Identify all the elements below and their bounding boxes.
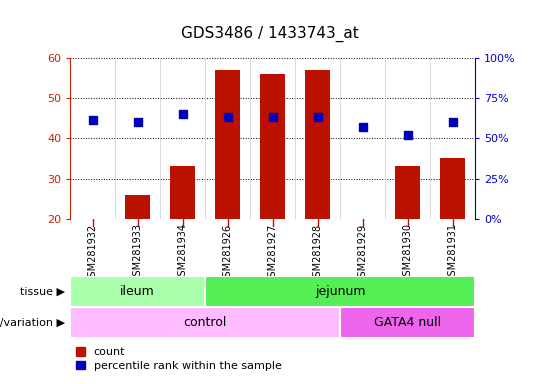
Text: control: control [184,316,227,329]
Point [224,114,232,120]
Point [359,124,367,130]
Point [89,118,97,124]
Legend: count, percentile rank within the sample: count, percentile rank within the sample [76,347,281,371]
Bar [440,158,465,219]
Bar [70,276,205,307]
Text: GSM281934: GSM281934 [178,223,188,283]
Bar [305,70,330,219]
Bar [205,276,475,307]
Bar [260,74,285,219]
Text: GSM281926: GSM281926 [222,223,233,283]
Text: GSM281930: GSM281930 [403,223,413,283]
Text: GATA4 null: GATA4 null [374,316,441,329]
Bar [340,307,475,338]
Point [268,114,277,120]
Bar [70,307,340,338]
Text: GSM281927: GSM281927 [268,223,278,283]
Text: ileum: ileum [120,285,155,298]
Point [403,132,412,138]
Bar [215,70,240,219]
Bar [395,167,420,219]
Bar [170,167,195,219]
Point [448,119,457,125]
Bar [125,195,150,219]
Text: GSM281928: GSM281928 [313,223,323,283]
Text: GSM281929: GSM281929 [357,223,368,283]
Text: GDS3486 / 1433743_at: GDS3486 / 1433743_at [181,26,359,42]
Text: GSM281931: GSM281931 [448,223,458,283]
Text: GSM281933: GSM281933 [133,223,143,283]
Point [178,111,187,117]
Text: genotype/variation ▶: genotype/variation ▶ [0,318,65,328]
Text: jejunum: jejunum [315,285,366,298]
Point [133,119,142,125]
Text: tissue ▶: tissue ▶ [20,287,65,297]
Text: GSM281932: GSM281932 [87,223,98,283]
Point [313,114,322,120]
